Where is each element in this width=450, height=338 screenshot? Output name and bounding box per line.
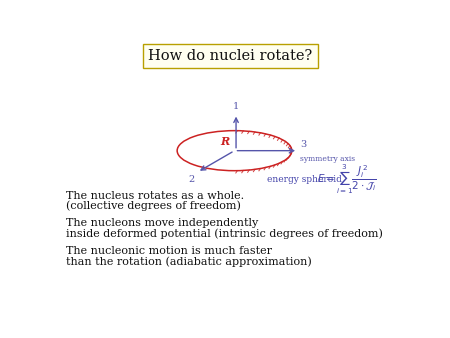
Text: than the rotation (adiabatic approximation): than the rotation (adiabatic approximati… <box>66 256 311 267</box>
Text: The nucleonic motion is much faster: The nucleonic motion is much faster <box>66 246 271 256</box>
Text: How do nuclei rotate?: How do nuclei rotate? <box>148 49 313 63</box>
Text: R: R <box>220 136 230 147</box>
Text: 3: 3 <box>301 140 306 149</box>
Text: $E = \sum_{i=1}^{3} \dfrac{J_i^{\,2}}{2 \cdot \mathcal{J}_i}$: $E = \sum_{i=1}^{3} \dfrac{J_i^{\,2}}{2 … <box>317 163 377 196</box>
Text: 2: 2 <box>189 174 195 184</box>
Text: (collective degrees of freedom): (collective degrees of freedom) <box>66 201 240 211</box>
Text: inside deformed potential (intrinsic degrees of freedom): inside deformed potential (intrinsic deg… <box>66 228 382 239</box>
Text: energy spheroid: energy spheroid <box>267 175 342 185</box>
Text: The nucleus rotates as a whole.: The nucleus rotates as a whole. <box>66 191 244 201</box>
Text: The nucleons move independently: The nucleons move independently <box>66 218 258 228</box>
Text: symmetry axis: symmetry axis <box>301 155 356 163</box>
Text: 1: 1 <box>233 102 239 111</box>
